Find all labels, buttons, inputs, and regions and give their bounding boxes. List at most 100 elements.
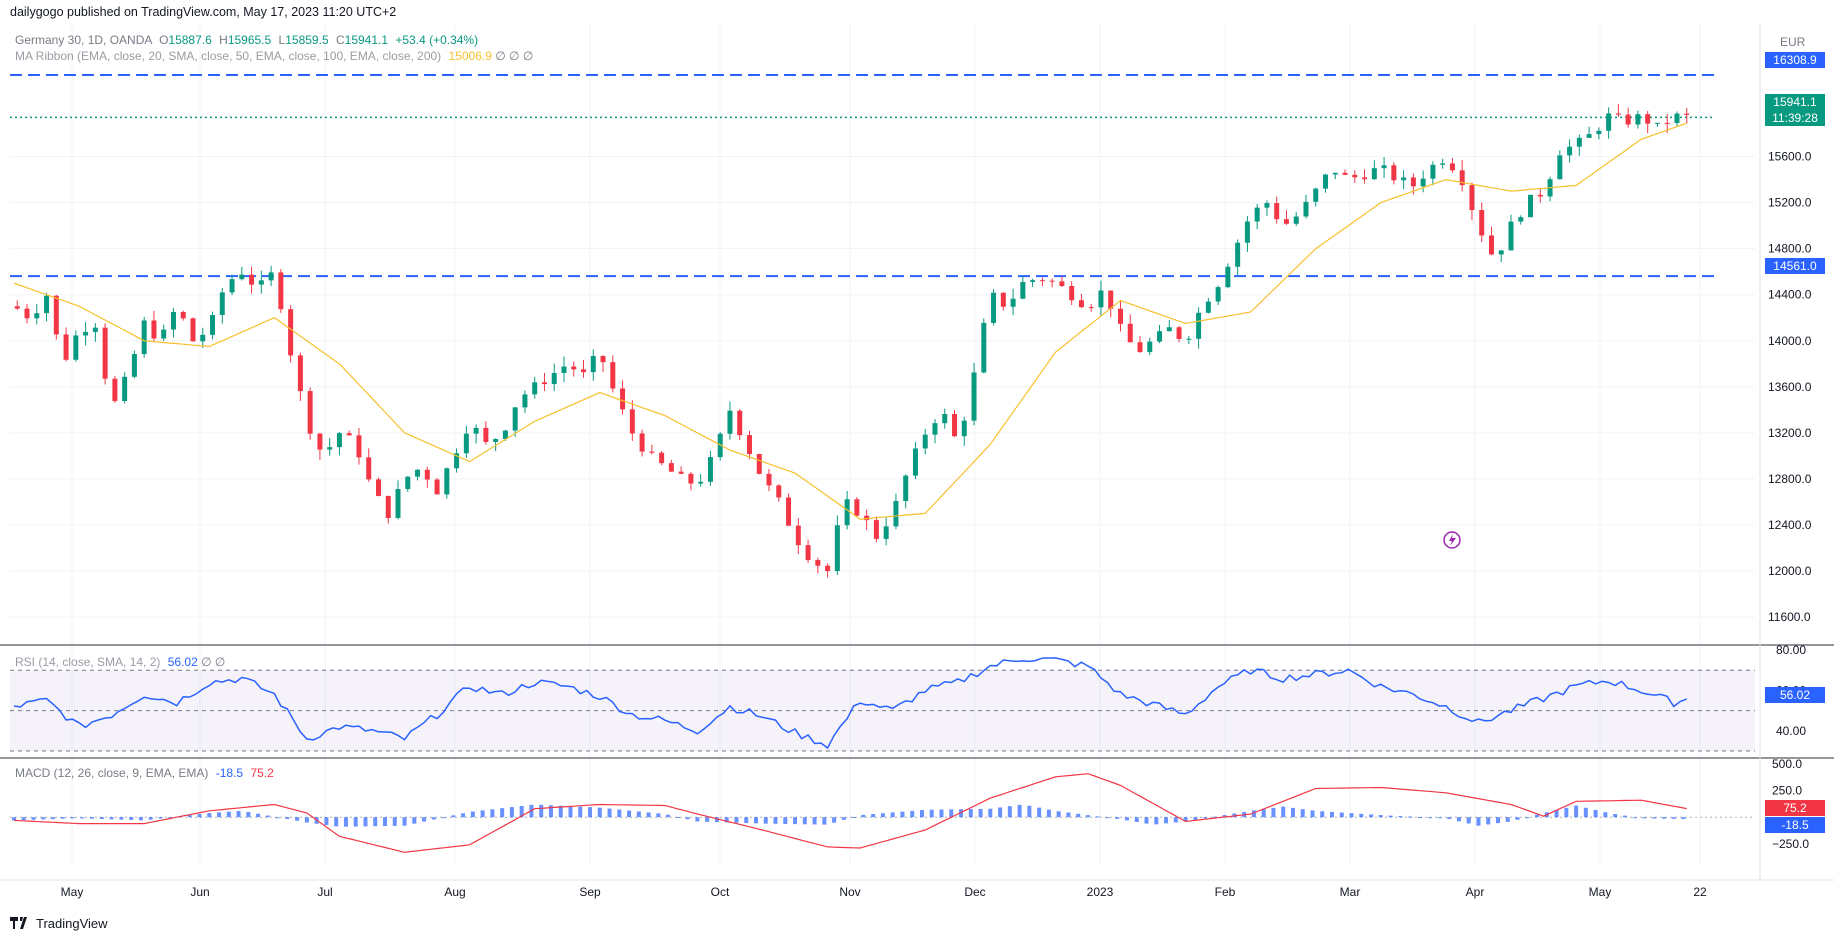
candle-body (1674, 113, 1680, 123)
high-value: 15965.5 (227, 33, 272, 47)
candle-body (1020, 281, 1026, 299)
macd-hist-bar (1144, 817, 1149, 824)
rsi-tick-label: 40.00 (1776, 724, 1806, 738)
candle-body (590, 356, 596, 373)
price-tick-label: 13200.0 (1768, 426, 1812, 440)
macd-hist-bar (99, 817, 104, 820)
candle-body (600, 356, 606, 363)
macd-hist-bar (646, 812, 651, 818)
macd-hist-bar (1642, 817, 1647, 819)
candle-body (288, 309, 294, 356)
macd-hist-bar (753, 817, 758, 824)
macd-hist-bar (656, 813, 661, 818)
candle-body (1381, 165, 1387, 169)
macd-hist-bar (1300, 809, 1305, 818)
macd-hist-bar (636, 811, 641, 818)
candle-body (688, 473, 694, 484)
rsi-legend: RSI (14, close, SMA, 14, 2) 56.02 ∅ ∅ (15, 654, 225, 670)
bar-countdown-badge: 11:39:28 (1765, 110, 1825, 126)
candle-body (44, 295, 50, 314)
macd-hist-bar (1525, 817, 1530, 819)
candle-body (922, 434, 928, 449)
macd-hist-bar (929, 809, 934, 818)
macd-hist-bar (773, 817, 778, 824)
close-value: 15941.1 (344, 33, 389, 47)
macd-legend-value: -18.5 (215, 766, 244, 780)
macd-hist-bar (382, 817, 387, 827)
price-tick-label: 12800.0 (1768, 472, 1812, 486)
macd-hist-bar (412, 817, 417, 824)
candle-body (903, 475, 909, 501)
macd-hist-bar (763, 817, 768, 824)
candle-body (629, 409, 635, 434)
candle-body (454, 453, 460, 469)
macd-hist-bar (1554, 809, 1559, 818)
candle-body (151, 320, 157, 339)
macd-hist-bar (60, 817, 65, 819)
candle-body (561, 366, 567, 373)
macd-hist-bar (1095, 816, 1100, 818)
macd-hist-bar (1154, 817, 1159, 825)
candle-body (395, 489, 401, 519)
macd-hist-bar (392, 817, 397, 826)
low-label: L (278, 33, 286, 47)
candle-body (1157, 331, 1163, 342)
macd-hist-bar (226, 811, 231, 818)
candle-body (1030, 280, 1036, 282)
candle-body (1537, 194, 1543, 197)
candle-body (1518, 217, 1524, 222)
candle-body (1049, 280, 1055, 282)
time-axis-label: Apr (1466, 885, 1485, 899)
macd-hist-bar (1564, 807, 1569, 818)
macd-hist-bar (70, 817, 75, 819)
candle-body (1645, 114, 1651, 124)
macd-hist-bar (1486, 817, 1491, 825)
candle-body (668, 463, 674, 472)
macd-hist-bar (402, 817, 407, 826)
candle-body (1293, 216, 1299, 224)
candle-body (659, 452, 665, 464)
candle-body (639, 433, 645, 452)
macd-hist-bar (1632, 817, 1637, 819)
candle-body (1196, 312, 1202, 339)
candle-body (1205, 301, 1211, 313)
candle-body (483, 427, 489, 442)
macd-hist-bar (1007, 806, 1012, 818)
price-tick-label: 14800.0 (1768, 242, 1812, 256)
macd-hist-bar (734, 817, 739, 823)
macd-hist-bar (978, 808, 983, 818)
candle-body (1254, 207, 1260, 222)
footer-brand-name: TradingView (36, 916, 108, 931)
macd-hist-bar (1603, 812, 1608, 818)
macd-hist-bar (744, 817, 749, 824)
candle-body (746, 435, 752, 455)
time-axis-label: Feb (1215, 885, 1236, 899)
macd-hist-bar (880, 813, 885, 818)
candle-body (1498, 250, 1504, 255)
macd-hist-bar (1251, 810, 1256, 818)
candle-body (415, 469, 421, 477)
macd-hist-bar (363, 817, 368, 827)
candle-body (620, 388, 626, 410)
support-price-badge: 14561.0 (1765, 258, 1825, 274)
candle-body (1664, 122, 1670, 124)
candle-body (698, 481, 704, 484)
macd-hist-bar (138, 817, 143, 821)
candle-body (346, 433, 352, 436)
candle-body (1215, 287, 1221, 302)
macd-hist-bar (1613, 814, 1618, 818)
candle-body (1137, 342, 1143, 353)
candle-body (493, 438, 499, 442)
time-axis-label: Aug (444, 885, 465, 899)
macd-hist-bar (129, 817, 134, 820)
candle-body (522, 394, 528, 408)
candle-body (1039, 280, 1045, 282)
ma-ribbon-value: 15006.9 (448, 49, 492, 63)
time-axis-label: Jun (190, 885, 209, 899)
candle-body (883, 526, 889, 539)
macd-hist-bar (597, 807, 602, 818)
candle-body (356, 435, 362, 458)
candle-body (756, 454, 762, 474)
candle-body (161, 329, 167, 339)
